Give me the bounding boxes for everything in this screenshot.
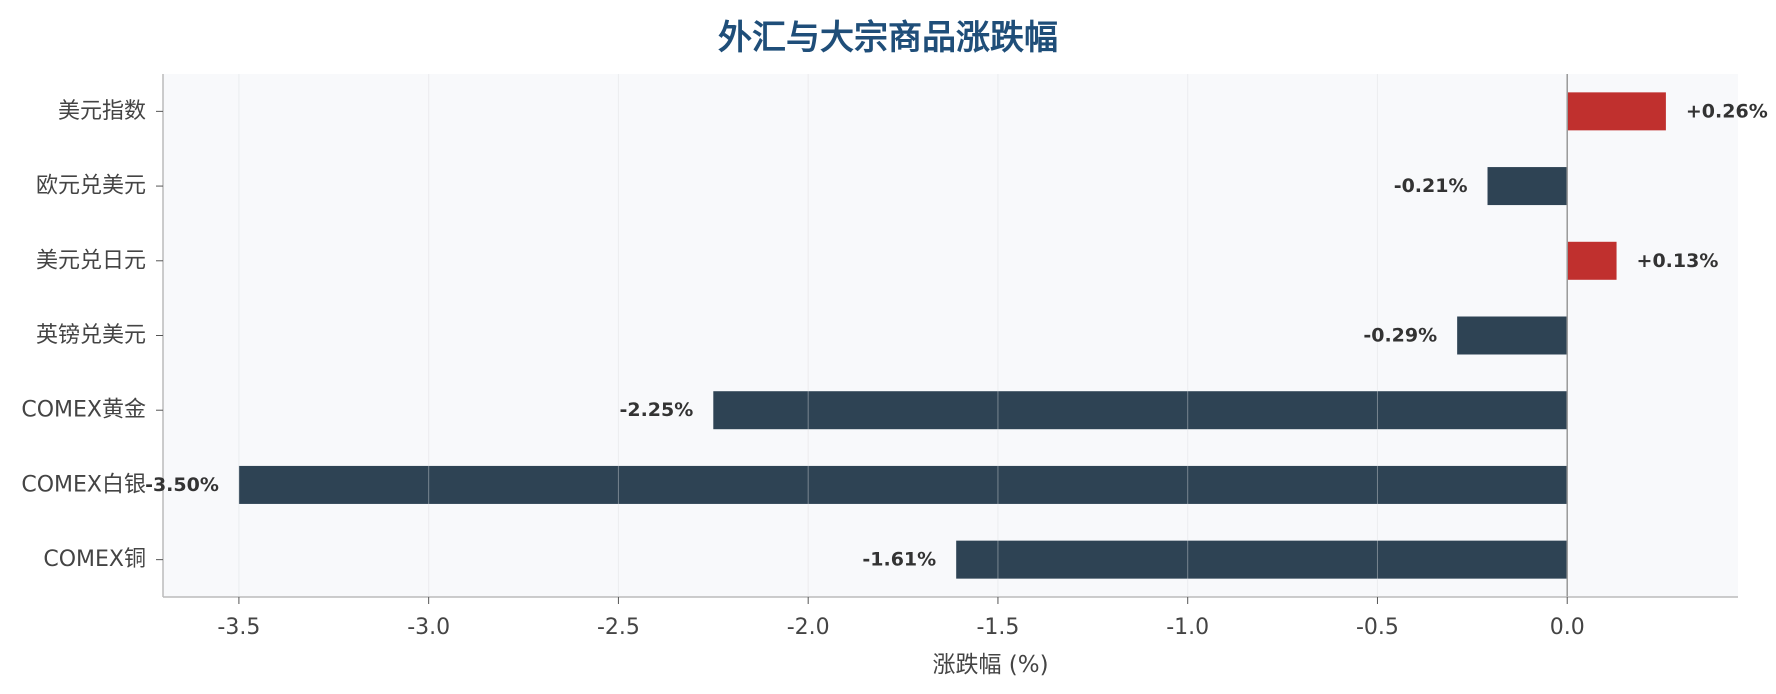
xtick-label: -0.5 — [1356, 615, 1399, 640]
bar — [956, 540, 1568, 579]
ytick-label: COMEX白银 — [21, 472, 146, 497]
ytick-label: COMEX铜 — [43, 547, 146, 572]
xtick-label: -1.5 — [976, 615, 1019, 640]
bar — [238, 465, 1568, 504]
data-label: -0.21% — [1394, 175, 1468, 197]
data-label: -3.50% — [145, 474, 219, 496]
xtick-label: -2.5 — [597, 615, 640, 640]
bar — [1567, 92, 1666, 131]
xtick-label: -3.0 — [407, 615, 450, 640]
data-label: +0.26% — [1686, 100, 1768, 122]
xtick-label: -2.0 — [787, 615, 830, 640]
ytick-label: 美元指数 — [58, 99, 146, 124]
xtick-label: -3.5 — [217, 615, 260, 640]
chart-title: 外汇与大宗商品涨跌幅 — [718, 18, 1058, 58]
bar — [713, 391, 1568, 430]
ytick-label: 英镑兑美元 — [36, 323, 146, 348]
xtick-label: 0.0 — [1550, 615, 1585, 640]
data-label: -0.29% — [1363, 325, 1437, 347]
ytick-label: 欧元兑美元 — [36, 174, 146, 199]
data-label: +0.13% — [1637, 250, 1719, 272]
data-label: -2.25% — [619, 399, 693, 421]
bar — [1457, 316, 1568, 355]
xtick-label: -1.0 — [1166, 615, 1209, 640]
data-label: -1.61% — [862, 549, 936, 571]
bar — [1487, 167, 1568, 206]
x-axis-label: 涨跌幅 (%) — [932, 652, 1048, 678]
bar — [1567, 241, 1617, 280]
ytick-label: 美元兑日元 — [36, 248, 146, 273]
ytick-label: COMEX黄金 — [21, 398, 146, 423]
